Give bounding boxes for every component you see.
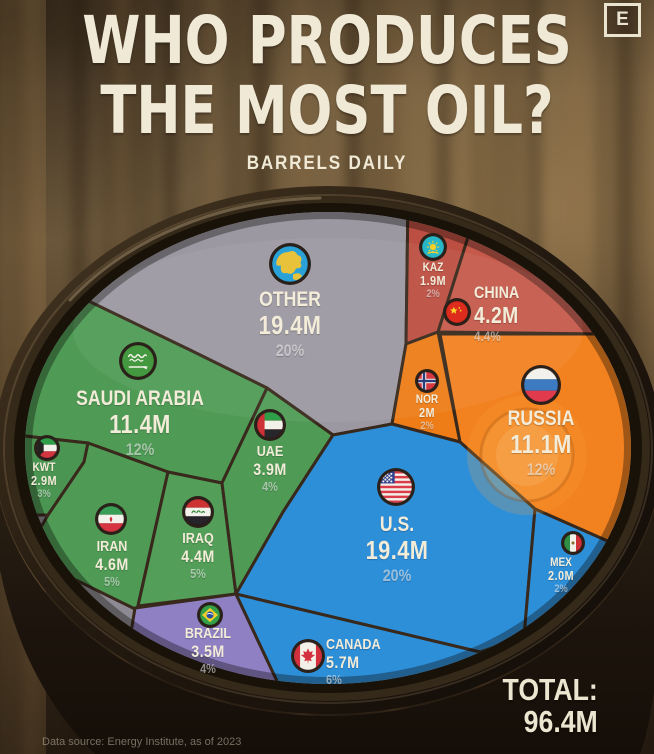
- brazil-flag-icon: [197, 602, 223, 628]
- data-source-note: Data source: Energy Institute, as of 202…: [42, 736, 242, 748]
- rim-highlight-ring: [3, 194, 653, 704]
- page-title-line1: WHO PRODUCES: [82, 2, 572, 79]
- us-flag-icon: [377, 468, 415, 506]
- barrel-body: [0, 501, 654, 754]
- chart-shading: [25, 212, 631, 684]
- china-flag-icon: [443, 298, 471, 326]
- kwt-flag-icon: [34, 435, 60, 461]
- page-title-line2: THE MOST OIL?: [100, 72, 554, 149]
- page-subtitle: BARRELS DAILY: [246, 153, 408, 174]
- title-block: WHO PRODUCES THE MOST OIL? BARRELS DAILY: [0, 6, 654, 175]
- saudi-flag-icon: [119, 342, 157, 380]
- iraq-flag-icon: [182, 496, 214, 528]
- bunghole-highlight: [467, 395, 587, 515]
- segment-canada: [234, 592, 526, 684]
- total-production: TOTAL: 96.4M: [503, 674, 598, 738]
- total-label: TOTAL:: [502, 672, 598, 707]
- kaz-flag-icon: [419, 233, 447, 261]
- elements-logo: E: [604, 3, 641, 37]
- other-flag-icon: [269, 243, 311, 285]
- russia-flag-icon: [521, 365, 561, 405]
- rim-highlight-arc: [68, 196, 322, 302]
- mex-flag-icon: [561, 531, 585, 555]
- iran-flag-icon: [95, 503, 127, 535]
- country-flags: [34, 233, 585, 673]
- canada-flag-icon: [291, 639, 325, 673]
- total-value: 96.4M: [523, 704, 598, 739]
- uae-flag-icon: [254, 409, 286, 441]
- nor-flag-icon: [415, 369, 439, 393]
